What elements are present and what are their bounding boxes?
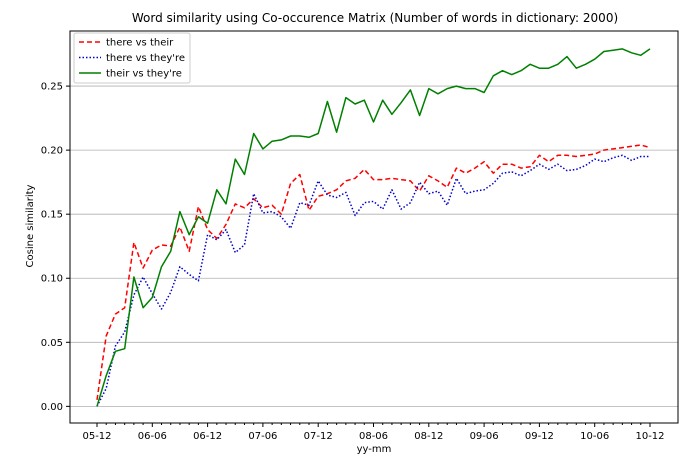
x-tick-label: 07-12: [304, 431, 333, 442]
y-tick-label: 0.05: [41, 338, 63, 349]
legend-label-2: their vs they're: [106, 69, 182, 80]
legend-box: [73, 32, 191, 84]
x-axis-ticks: 05-12 06-06 06-12 07-06 07-12 08-06 08-12 09-06…: [82, 423, 665, 442]
series-line-0: [96, 144, 651, 401]
grid-lines: [70, 85, 678, 407]
series-lines: [96, 48, 651, 407]
legend-label-1: there vs they're: [106, 53, 185, 64]
legend-label-0: there vs their: [106, 38, 174, 49]
x-axis-label: yy-mm: [357, 444, 392, 455]
x-tick-label: 09-06: [470, 431, 499, 442]
series-line-1: [96, 154, 650, 407]
y-axis-ticks: 0.00 0.05 0.10 0.15 0.20 0.25: [41, 82, 70, 413]
x-tick-label: 08-12: [414, 431, 443, 442]
x-tick-label: 10-12: [635, 431, 664, 442]
y-tick-label: 0.10: [41, 274, 63, 285]
chart-title: Word similarity using Co-occurence Matri…: [132, 11, 618, 25]
x-tick-label: 09-12: [525, 431, 554, 442]
y-tick-label: 0.00: [41, 402, 63, 413]
x-tick-label: 07-06: [248, 431, 277, 442]
x-tick-label: 06-12: [193, 431, 222, 442]
x-tick-label: 10-06: [580, 431, 609, 442]
series-line-2: [96, 48, 651, 407]
legend: there vs their there vs they're their vs t…: [73, 32, 191, 84]
y-tick-label: 0.15: [41, 210, 63, 221]
y-tick-label: 0.25: [41, 82, 63, 93]
x-tick-label: 08-06: [359, 431, 388, 442]
y-axis-label: Cosine similarity: [25, 184, 36, 267]
x-tick-label: 05-12: [82, 431, 111, 442]
x-tick-label: 06-06: [138, 431, 167, 442]
y-tick-label: 0.20: [41, 146, 63, 157]
